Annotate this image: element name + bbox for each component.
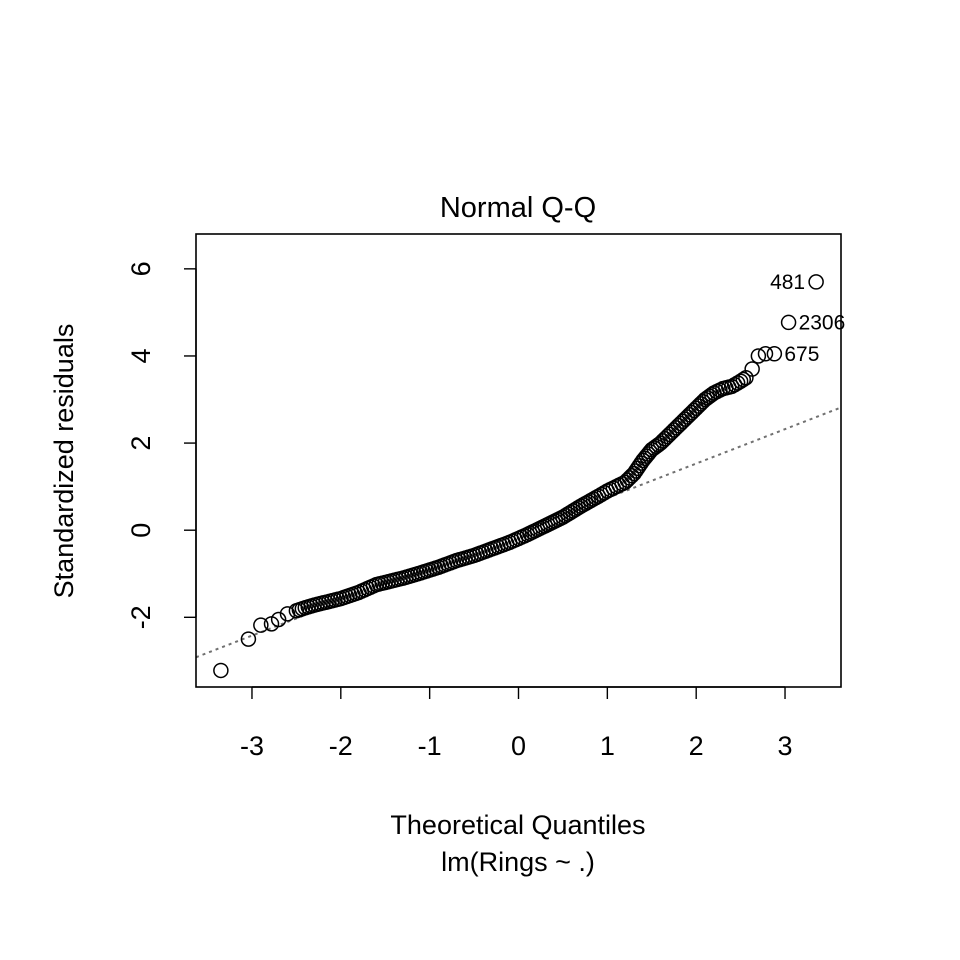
data-point bbox=[213, 662, 229, 679]
x-tick-label: 0 bbox=[511, 731, 526, 761]
outlier-point bbox=[757, 346, 774, 362]
x-axis-label: Theoretical Quantiles bbox=[390, 810, 645, 840]
outlier-point bbox=[766, 346, 783, 362]
y-axis-label: Standardized residuals bbox=[49, 324, 79, 599]
points-layer bbox=[213, 274, 824, 679]
y-tick-label: -2 bbox=[126, 605, 156, 629]
data-point bbox=[744, 361, 760, 377]
data-point bbox=[253, 617, 269, 633]
data-point bbox=[750, 348, 767, 364]
x-tick-label: 1 bbox=[600, 731, 615, 761]
x-axis: -3 -2 -1 0 1 2 3 bbox=[240, 686, 793, 761]
data-point bbox=[270, 611, 287, 628]
data-point bbox=[240, 631, 257, 647]
plot-frame bbox=[195, 233, 842, 688]
x-tick-label: -3 bbox=[240, 731, 264, 761]
chart-title: Normal Q-Q bbox=[440, 192, 596, 224]
point-label-675: 675 bbox=[784, 343, 819, 366]
y-tick-label: 4 bbox=[126, 348, 156, 363]
data-point bbox=[628, 463, 644, 479]
x-tick-label: 3 bbox=[778, 731, 793, 761]
x-tick-label: 2 bbox=[689, 731, 704, 761]
data-point bbox=[735, 371, 752, 388]
outlier-point bbox=[808, 274, 824, 290]
x-tick-label: -2 bbox=[329, 731, 353, 761]
point-labels-layer: 481 2306 675 bbox=[770, 271, 845, 366]
x-axis-subtitle: lm(Rings ~ .) bbox=[441, 847, 595, 877]
point-label-481: 481 bbox=[770, 271, 805, 294]
y-tick-label: 2 bbox=[126, 436, 156, 451]
x-tick-label: -1 bbox=[418, 731, 442, 761]
data-point bbox=[626, 465, 642, 482]
y-tick-label: 0 bbox=[126, 523, 156, 538]
outlier-point bbox=[780, 314, 797, 331]
y-tick-label: 6 bbox=[126, 261, 156, 276]
point-label-2306: 2306 bbox=[799, 311, 846, 334]
